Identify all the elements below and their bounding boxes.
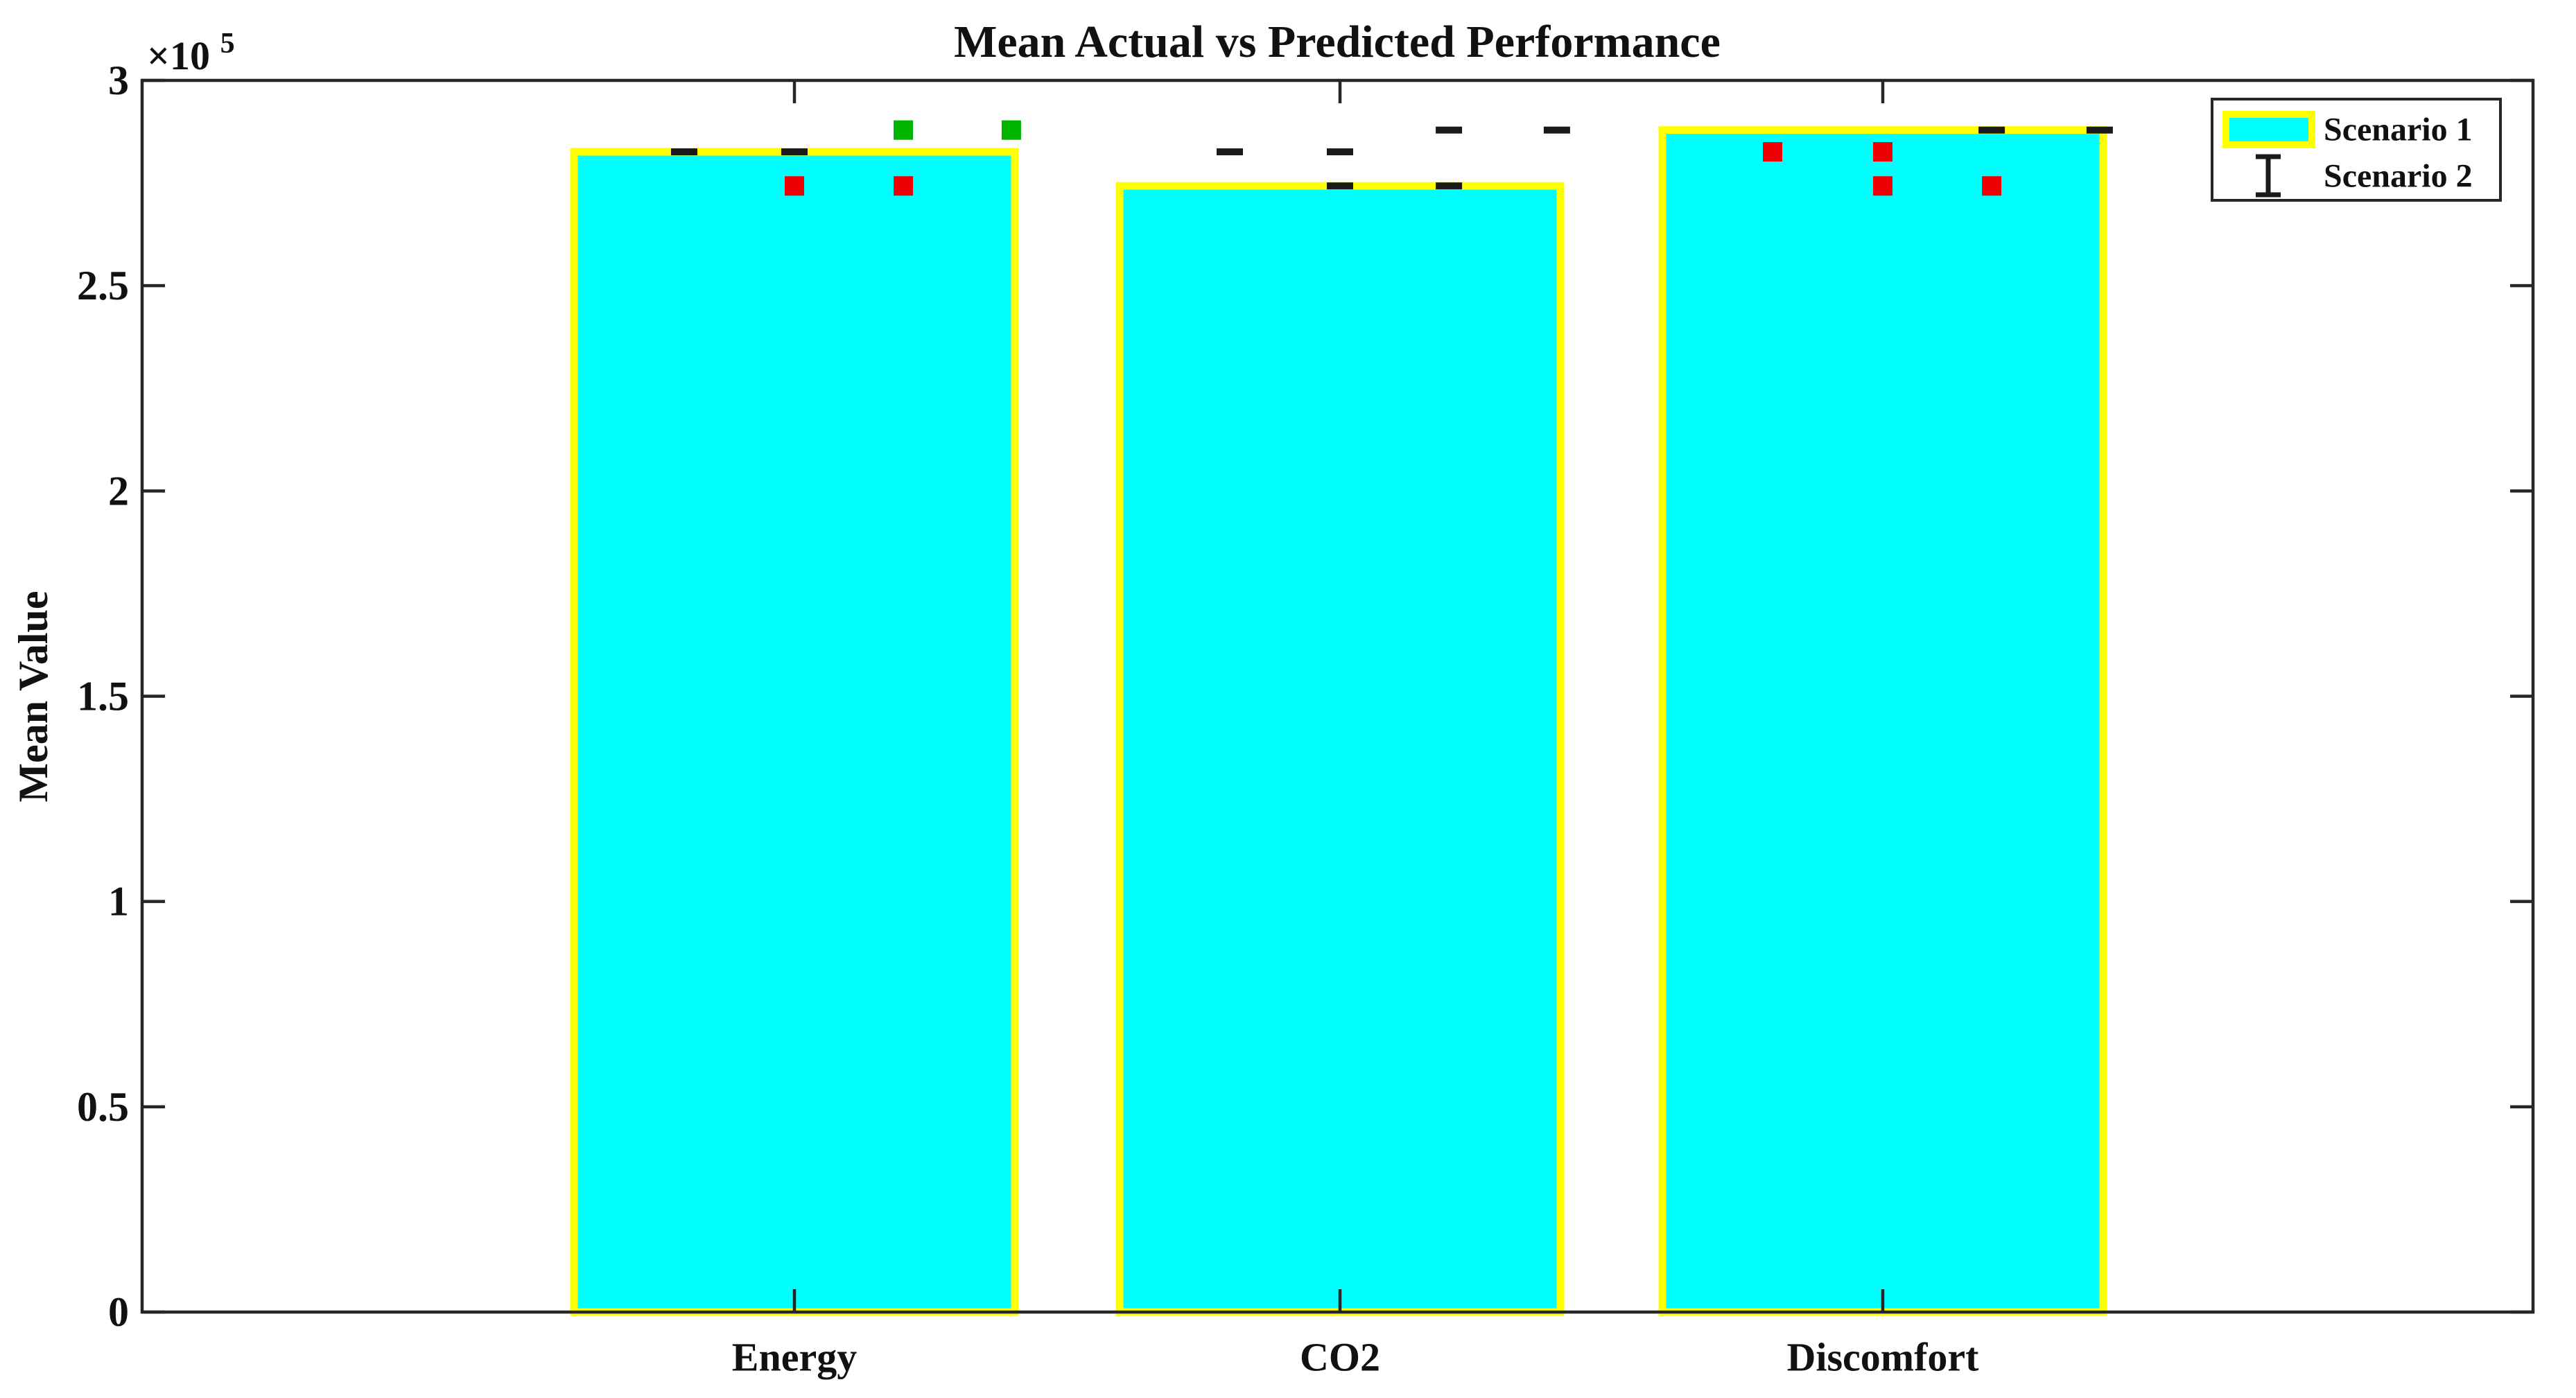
dash-marker <box>1327 148 1353 156</box>
dash-marker <box>1436 126 1463 134</box>
dash-marker <box>1543 126 1570 134</box>
dash-marker <box>1436 182 1463 190</box>
x-tick-labels: Energy CO2 Discomfort <box>732 1335 1979 1380</box>
legend-box <box>2211 98 2502 202</box>
dash-marker <box>781 148 808 156</box>
y-tick-labels: 0 0.5 1 1.5 2 2.5 3 <box>77 58 129 1335</box>
axes-layer <box>140 78 2535 1314</box>
dash-marker <box>671 148 697 156</box>
square-marker <box>1873 176 1892 196</box>
square-marker <box>785 176 804 196</box>
y-tick-label: 3 <box>108 58 129 103</box>
markers-layer <box>671 120 2113 196</box>
square-marker <box>1001 120 1021 140</box>
square-marker <box>1982 176 2002 196</box>
x-tick-label: Energy <box>732 1335 857 1380</box>
y-tick-label: 2 <box>108 468 129 514</box>
y-tick-label: 0 <box>108 1289 129 1335</box>
bar-energy <box>570 148 1019 1316</box>
legend-label-scenario2: Scenario 2 <box>2324 158 2473 195</box>
square-marker <box>894 120 914 140</box>
x-tick-label: CO2 <box>1300 1335 1380 1380</box>
x-tick-label: Discomfort <box>1786 1335 1979 1380</box>
y-tick-label: 1.5 <box>77 674 129 719</box>
exponent-power: 5 <box>220 28 235 60</box>
chart-title: Mean Actual vs Predicted Performance <box>954 17 1721 67</box>
dash-marker <box>1327 182 1353 190</box>
dash-marker <box>1978 126 2005 134</box>
square-marker <box>894 176 914 196</box>
y-axis-label: Mean Value <box>10 591 56 802</box>
bars-layer <box>570 126 2107 1316</box>
dash-marker <box>1217 148 1243 156</box>
legend-swatch-scenario1 <box>2222 111 2315 148</box>
bar-co2 <box>1115 182 1565 1316</box>
y-axis-exponent: ×10 5 <box>147 28 235 78</box>
y-tick-label: 1 <box>108 879 129 925</box>
square-marker <box>1873 142 1892 162</box>
y-tick-label: 0.5 <box>77 1084 129 1130</box>
legend: Scenario 1 Scenario 2 <box>2211 98 2502 202</box>
y-tick-label: 2.5 <box>77 263 129 308</box>
legend-errorbar-icon <box>2256 154 2281 198</box>
dash-marker <box>2086 126 2113 134</box>
legend-label-scenario1: Scenario 1 <box>2324 112 2473 148</box>
exponent-base: ×10 <box>147 33 210 78</box>
bar-discomfort <box>1658 126 2107 1316</box>
square-marker <box>1763 142 1782 162</box>
